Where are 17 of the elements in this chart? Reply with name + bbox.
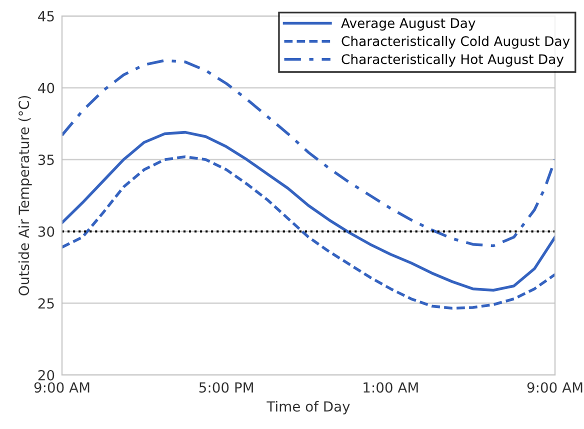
y-tick-label: 35 [38,154,54,166]
y-tick-label: 30 [38,226,54,237]
y-tick-label: 20 [38,370,54,380]
x-tick-label: 9:00 AM [527,382,582,393]
y-axis-title: Outside Air Temperature (°C) [18,96,32,296]
line-series [62,130,555,292]
x-tick-label: 5:00 PM [199,382,253,393]
line-series [62,155,555,310]
y-tick-label: 25 [38,298,54,309]
y-tick-label: 40 [38,82,54,94]
x-tick-label: 9:00 AM [34,382,90,393]
y-tick-label: 45 [38,11,54,22]
legend-label: Characteristically Hot August Day [342,54,564,67]
legend-label: Average August Day [341,18,476,31]
x-tick-label: 1:00 AM [364,382,418,393]
legend-label: Characteristically Cold August Day [342,36,570,49]
x-axis-title: Time of Day [266,400,350,414]
